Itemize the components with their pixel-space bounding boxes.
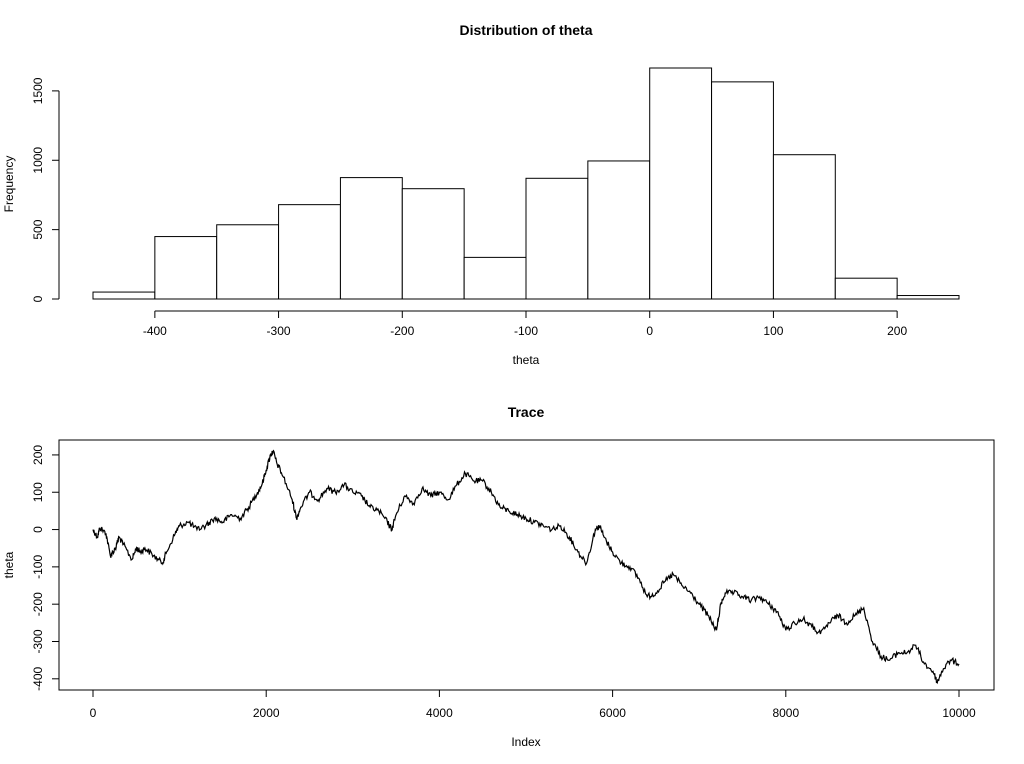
histogram-y-tick-label: 1000 xyxy=(31,147,45,174)
histogram-x-axis-label: theta xyxy=(513,353,540,367)
histogram-x-tick-label: 200 xyxy=(887,324,907,338)
trace-y-tick-label: -200 xyxy=(31,592,45,616)
trace-y-tick-label: -100 xyxy=(31,555,45,579)
histogram-bar xyxy=(216,224,280,300)
trace-x-tick-label: 2000 xyxy=(253,706,280,720)
trace-x-tick-label: 0 xyxy=(90,706,97,720)
histogram-bar xyxy=(587,160,651,300)
histogram-x-tick-label: -400 xyxy=(143,324,167,338)
trace-x-tick-label: 8000 xyxy=(772,706,799,720)
trace-series-line xyxy=(92,449,960,685)
histogram-x-tick-label: 0 xyxy=(646,324,653,338)
histogram-bar xyxy=(896,295,960,300)
histogram-x-tick-label: -100 xyxy=(514,324,538,338)
trace-y-tick-label: 200 xyxy=(31,445,45,465)
trace-x-axis-label: Index xyxy=(511,735,540,749)
trace-y-tick-label: -300 xyxy=(31,629,45,653)
histogram-y-tick-label: 500 xyxy=(31,219,45,239)
histogram-bar xyxy=(278,204,341,300)
histogram-x-tick-label: -300 xyxy=(267,324,291,338)
histogram-bar xyxy=(711,81,774,300)
trace-plot-box xyxy=(58,439,995,691)
histogram-bar xyxy=(525,177,589,300)
histogram-bars xyxy=(92,67,960,300)
trace-x-axis: 0 2000 4000 6000 8000 10000 xyxy=(90,690,976,720)
histogram-bar xyxy=(401,188,465,300)
histogram-x-tick-label: -200 xyxy=(390,324,414,338)
histogram-bar xyxy=(772,154,836,300)
trace-panel: Trace 0 2000 4000 6000 8000 10000 -400-300-20… xyxy=(2,404,995,749)
histogram-y-tick-label: 1500 xyxy=(31,77,45,104)
histogram-bar xyxy=(154,236,218,300)
histogram-x-tick-label: 100 xyxy=(763,324,783,338)
trace-x-tick-label: 4000 xyxy=(426,706,453,720)
trace-y-axis-label: theta xyxy=(2,551,16,578)
trace-y-tick-label: 0 xyxy=(31,526,45,533)
trace-title: Trace xyxy=(508,404,545,420)
histogram-bar xyxy=(834,277,898,300)
histogram-x-axis: -400 -300 -200 -100 0 100 200 xyxy=(143,310,907,338)
histogram-y-tick-label: 0 xyxy=(31,295,45,302)
trace-x-tick-label: 10000 xyxy=(942,706,976,720)
histogram-bar xyxy=(649,67,713,300)
trace-x-tick-label: 6000 xyxy=(599,706,626,720)
histogram-bar xyxy=(463,256,527,300)
histogram-y-axis-label: Frequency xyxy=(2,156,16,213)
histogram-bar xyxy=(92,291,156,300)
histogram-title: Distribution of theta xyxy=(460,22,593,38)
trace-y-tick-label: 100 xyxy=(31,482,45,502)
trace-y-tick-label: -400 xyxy=(31,666,45,690)
histogram-y-axis: 0 500 1000 1500 xyxy=(31,77,60,302)
histogram-bar xyxy=(339,177,403,300)
trace-y-axis: -400 -300 -200 -100 0 100 200 xyxy=(31,445,59,691)
histogram-panel: Distribution of theta -400 -300 -200 -100 0 1… xyxy=(2,22,960,367)
